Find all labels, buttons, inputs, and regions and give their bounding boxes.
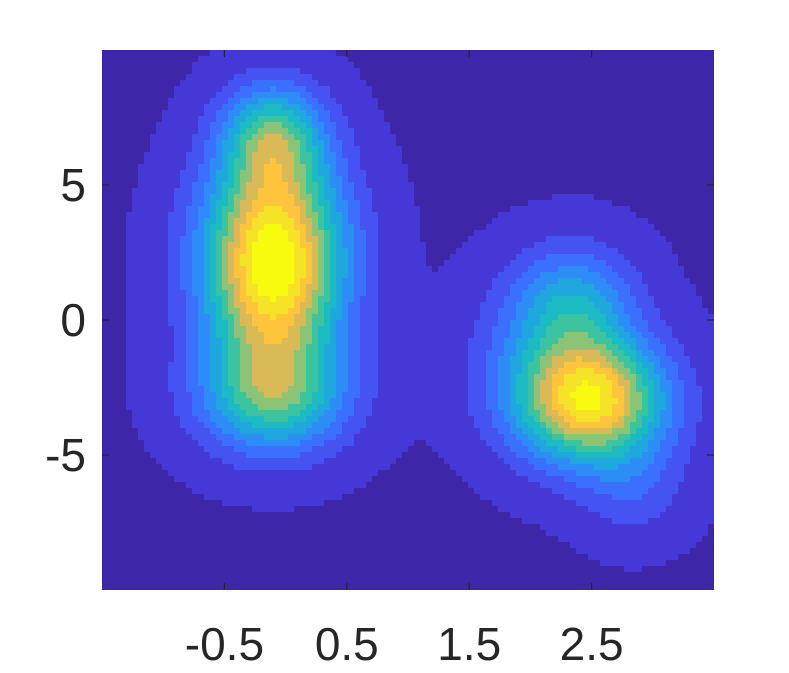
x-tick-label: 1.5: [437, 618, 501, 670]
x-tick-label: 2.5: [560, 618, 624, 670]
contour-level-12: [252, 224, 600, 410]
y-tick-label: -5: [45, 429, 86, 481]
x-tick-label: 0.5: [315, 618, 379, 670]
plot-area: [102, 50, 714, 590]
y-tick-label: 5: [60, 159, 86, 211]
contour-layer: [126, 50, 714, 572]
y-axis-tick-labels: 5 0 -5: [45, 159, 86, 481]
y-tick-label: 0: [60, 294, 86, 346]
y-axis-ticks: [102, 184, 714, 456]
x-axis-ticks: [223, 50, 593, 590]
x-axis-tick-labels: -0.5 0.5 1.5 2.5: [185, 618, 624, 670]
x-tick-label: -0.5: [185, 618, 264, 670]
